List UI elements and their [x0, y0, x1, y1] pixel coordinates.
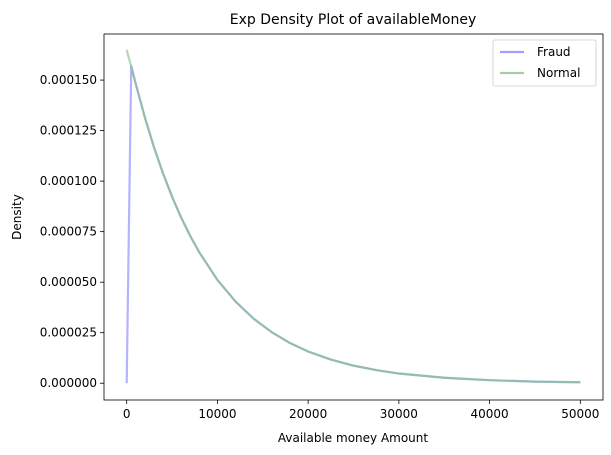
- y-tick-label: 0.000075: [40, 225, 97, 239]
- y-tick-label: 0.000125: [40, 124, 97, 138]
- x-tick-label: 10000: [198, 407, 236, 421]
- x-tick-label: 30000: [380, 407, 418, 421]
- x-axis-ticks: 0 10000 20000 30000 40000 50000: [123, 400, 599, 421]
- y-axis-ticks: 0.000000 0.000025 0.000050 0.000075 0.000100…: [40, 73, 104, 390]
- x-tick-label: 40000: [470, 407, 508, 421]
- y-tick-label: 0.000150: [40, 73, 97, 87]
- plot-frame: [103, 33, 604, 401]
- x-tick-label: 50000: [561, 407, 599, 421]
- series-layer: [125, 49, 581, 384]
- legend-label-normal: Normal: [537, 66, 580, 80]
- plot-area: [104, 34, 603, 400]
- legend-label-fraud: Fraud: [537, 45, 571, 59]
- y-tick-label: 0.000100: [40, 174, 97, 188]
- y-tick-label: 0.000025: [40, 326, 97, 340]
- x-axis-label: Available money Amount: [278, 431, 429, 445]
- chart-title: Exp Density Plot of availableMoney: [230, 12, 477, 28]
- y-axis-label: Density: [10, 194, 24, 240]
- legend: Fraud Normal: [492, 39, 597, 87]
- y-tick-label: 0.000050: [40, 275, 97, 289]
- series-line-normal: [125, 49, 581, 384]
- x-tick-label: 20000: [289, 407, 327, 421]
- x-tick-label: 0: [123, 407, 131, 421]
- y-tick-label: 0.000000: [40, 376, 97, 390]
